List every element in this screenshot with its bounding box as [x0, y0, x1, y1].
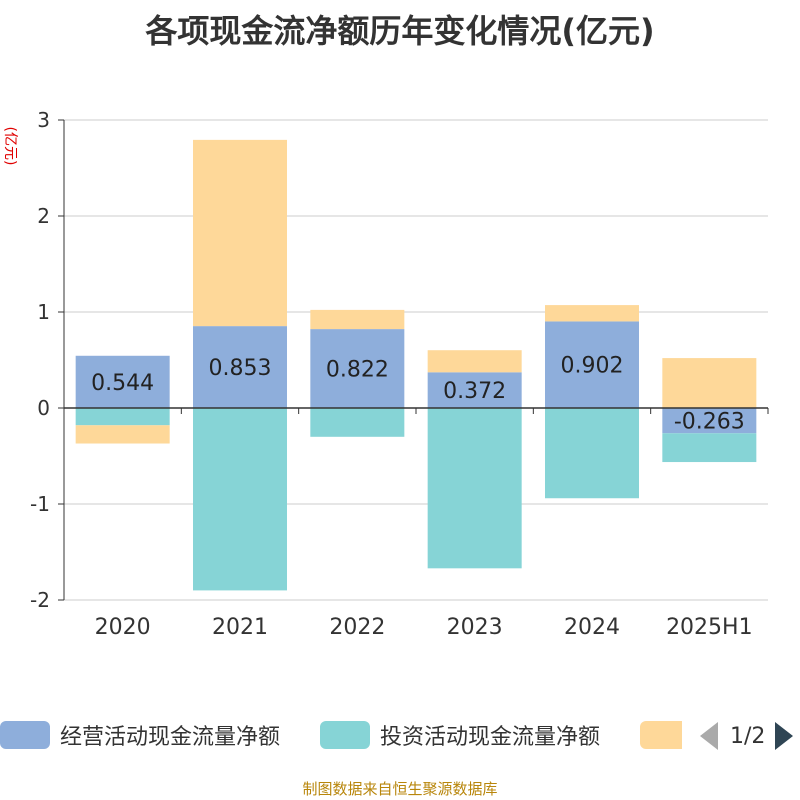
data-label-operating-2022: 0.822: [326, 358, 389, 383]
data-label-operating-2020: 0.544: [91, 371, 154, 396]
legend-pager: 1/2: [700, 720, 794, 752]
y-tick-label: 2: [37, 204, 50, 228]
legend-next-icon[interactable]: [775, 722, 794, 750]
legend-item-investing[interactable]: 投资活动现金流量净额: [320, 720, 600, 750]
x-tick-label: 2021: [212, 615, 268, 640]
bar-investing-2025H1: [662, 433, 757, 463]
legend-swatch-third: [640, 721, 682, 749]
x-tick-label: 2022: [329, 615, 385, 640]
legend-swatch-operating: [0, 721, 50, 749]
legend-page-indicator: 1/2: [730, 723, 766, 749]
y-tick-label: 3: [37, 108, 50, 132]
bar-third-2025H1: [662, 358, 757, 408]
bar-third-2021: [193, 139, 287, 327]
legend-swatch-investing: [320, 721, 370, 749]
x-tick-label: 2020: [95, 615, 151, 640]
data-label-operating-2021: 0.853: [209, 356, 272, 381]
bar-operating-2020: [75, 355, 170, 408]
y-axis-unit-label: (亿元): [2, 127, 18, 166]
x-tick-label: 2024: [564, 615, 620, 640]
legend-label-operating: 经营活动现金流量净额: [60, 725, 281, 750]
bar-operating-2025H1: [662, 408, 757, 434]
x-tick-label: 2023: [447, 615, 503, 640]
x-tick-label: 2025H1: [666, 615, 753, 640]
bar-operating-2024: [545, 321, 639, 408]
legend-item-operating[interactable]: 经营活动现金流量净额: [0, 720, 280, 750]
bar-third-2020: [75, 425, 170, 444]
legend: 经营活动现金流量净额 投资活动现金流量净额 1/2: [0, 716, 800, 756]
y-tick-label: -1: [30, 492, 50, 516]
chart-title: 各项现金流净额历年变化情况(亿元): [145, 12, 655, 50]
bar-third-2023: [427, 350, 522, 373]
bar-operating-2021: [193, 326, 287, 408]
bar-third-2024: [545, 305, 639, 322]
legend-item-third[interactable]: [640, 720, 682, 750]
source-note: 制图数据来自恒生聚源数据库: [302, 780, 498, 798]
bar-investing-2022: [310, 408, 405, 437]
legend-label-investing: 投资活动现金流量净额: [380, 725, 601, 750]
bar-investing-2020: [75, 408, 170, 426]
y-tick-label: 1: [37, 300, 50, 324]
bar-operating-2023: [427, 372, 522, 408]
legend-prev-icon[interactable]: [700, 722, 718, 750]
bar-investing-2021: [193, 408, 287, 591]
bar-third-2022: [310, 309, 405, 330]
y-tick-label: -2: [30, 588, 50, 612]
data-label-operating-2025H1: -0.263: [674, 410, 745, 435]
bar-operating-2022: [310, 329, 405, 408]
y-tick-label: 0: [37, 396, 50, 420]
bar-investing-2024: [545, 408, 639, 499]
data-label-operating-2024: 0.902: [561, 354, 624, 379]
data-label-operating-2023: 0.372: [443, 379, 506, 404]
bar-investing-2023: [427, 408, 522, 569]
